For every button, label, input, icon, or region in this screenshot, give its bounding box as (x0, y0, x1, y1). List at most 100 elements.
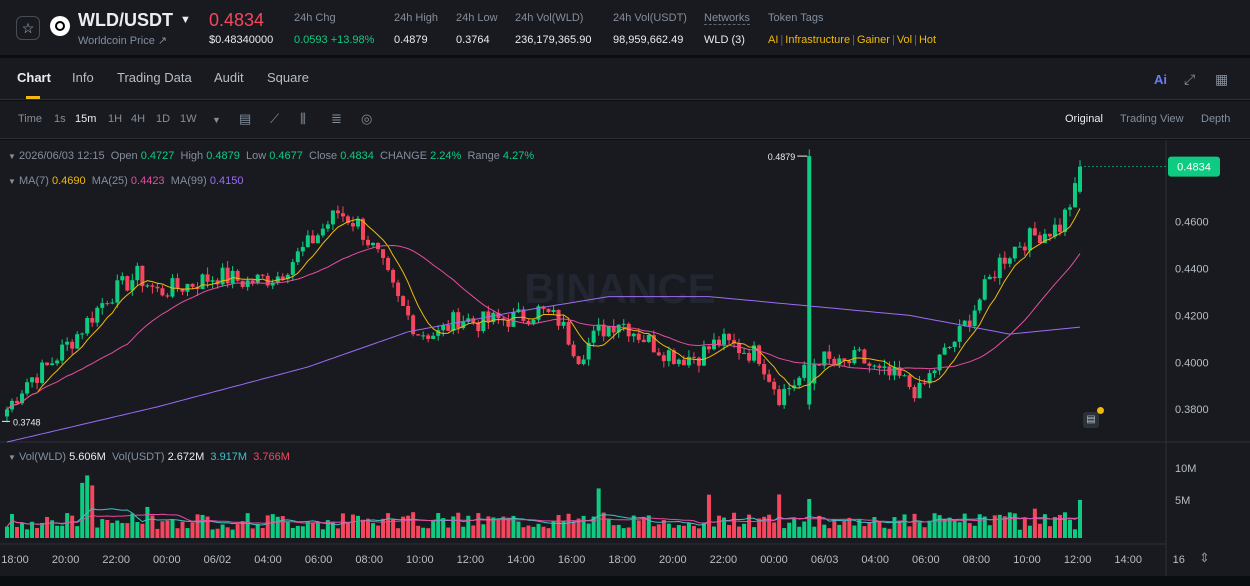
line-chart-icon[interactable]: ⟋ (270, 111, 280, 126)
symbol-title[interactable]: WLD/USDT (78, 10, 173, 30)
candle-body (155, 286, 160, 289)
candle-body (611, 326, 616, 333)
candle-body (762, 364, 767, 375)
candle-body (355, 218, 360, 227)
layout-grid-icon[interactable]: ▦ (1215, 71, 1229, 87)
candle-body (100, 303, 105, 308)
timeframe-15m[interactable]: 15m (75, 113, 97, 125)
timeframe-1w[interactable]: 1W (180, 113, 197, 125)
volume-bar (842, 521, 847, 538)
tag-hot[interactable]: Hot (918, 34, 937, 46)
timeframe-1s[interactable]: 1s (54, 113, 66, 125)
candle-body (386, 257, 391, 271)
volume-bar (330, 522, 335, 538)
candle-body (295, 251, 300, 263)
volume-ma-line (6, 508, 1081, 528)
chart-settings-icon[interactable]: ◎ (361, 111, 373, 126)
collapse-icon[interactable]: ▼ (8, 177, 16, 186)
candle-body (977, 299, 982, 311)
timeframe-1d[interactable]: 1D (156, 113, 171, 125)
tab-trading-data[interactable]: Trading Data (117, 70, 192, 85)
timeframe-time[interactable]: Time (18, 113, 43, 125)
volume-bar (270, 514, 275, 538)
volume-bar (902, 514, 907, 538)
chevron-down-icon[interactable]: ▼ (180, 14, 191, 26)
volume-bar (45, 516, 50, 538)
candle-body (1052, 224, 1057, 237)
ai-button[interactable]: Ai (1154, 72, 1167, 87)
candle-body (676, 359, 681, 364)
volume-bar (205, 516, 210, 538)
volume-bar (366, 518, 371, 538)
tab-square[interactable]: Square (267, 70, 309, 85)
stat-value-networks[interactable]: WLD (3) (704, 34, 745, 46)
candle-type-icon[interactable]: ⫼ (300, 111, 306, 126)
candle-body (441, 325, 446, 331)
volume-bar (536, 523, 541, 538)
scale-adjust-icon[interactable]: ⇕ (1199, 550, 1210, 565)
collapse-icon[interactable]: ▼ (8, 152, 16, 161)
tab-info[interactable]: Info (72, 70, 94, 85)
volume-bar (1012, 513, 1017, 538)
candle-body (360, 218, 365, 240)
volume-bar (185, 528, 190, 538)
view-original[interactable]: Original (1065, 113, 1103, 125)
volume-bar (506, 517, 511, 538)
candle-body (496, 312, 501, 319)
tab-audit[interactable]: Audit (214, 70, 244, 85)
expand-icon[interactable]: ⤢ (1184, 71, 1196, 87)
volume-bar (360, 519, 365, 538)
favorite-star-icon[interactable]: ☆ (16, 16, 40, 40)
volume-bar (631, 515, 636, 538)
vol-ma-value-a: 3.917M (210, 451, 248, 463)
collapse-icon[interactable]: ▼ (8, 453, 16, 462)
candle-body (646, 335, 651, 342)
candle-body (110, 302, 115, 304)
stat-label-networks[interactable]: Networks (704, 12, 750, 25)
symbol-subtitle-link[interactable]: Worldcoin Price ↗ (78, 35, 168, 47)
calendar-icon[interactable]: ▤ (239, 111, 252, 126)
candle-body (170, 278, 175, 297)
candle-body (546, 308, 551, 312)
volume-bar (681, 525, 686, 538)
tag-ai[interactable]: AI (768, 34, 779, 46)
volume-bar (315, 521, 320, 538)
timeframe-4h[interactable]: 4H (131, 113, 146, 125)
volume-bar (892, 517, 897, 538)
tag-infrastructure[interactable]: Infrastructure (785, 34, 851, 46)
candle-body (857, 349, 862, 351)
candle-body (887, 366, 892, 376)
volume-bar (747, 514, 752, 538)
volume-bar (982, 516, 987, 538)
candle-body (40, 362, 45, 383)
change-value: 2.24% (430, 150, 462, 162)
view-trading-view[interactable]: Trading View (1120, 113, 1184, 125)
candle-body (320, 228, 325, 236)
candle-body (190, 283, 195, 287)
timeframe-1h[interactable]: 1H (108, 113, 123, 125)
ma7-line (6, 208, 1081, 410)
candle-body (240, 280, 245, 287)
volume-bar (225, 527, 230, 538)
volume-bar (105, 520, 110, 538)
candlestick-chart[interactable]: BINANCE 0.4600 0.4400 0.4200 0.4000 0.3800 10… (0, 140, 1250, 576)
chart-area[interactable]: BINANCE 0.4600 0.4400 0.4200 0.4000 0.3800 10… (0, 140, 1250, 576)
candle-body (421, 335, 426, 337)
candle-body (1042, 233, 1047, 244)
view-depth[interactable]: Depth (1201, 113, 1231, 125)
volume-bar (546, 528, 551, 538)
tag-gainer[interactable]: Gainer (856, 34, 890, 46)
volume-bar (511, 515, 516, 538)
timeframe-more-chevron-icon[interactable]: ▼ (212, 115, 221, 125)
tag-vol[interactable]: Vol (896, 34, 913, 46)
candle-body (90, 317, 95, 323)
volume-bar (265, 515, 270, 538)
time-tick-label: 20:00 (52, 554, 80, 566)
volume-bar (802, 521, 807, 538)
indicator-settings-icon[interactable]: ≣ (331, 111, 342, 126)
tab-chart[interactable]: Chart (17, 70, 51, 85)
volume-bar (957, 522, 962, 538)
notes-icon[interactable]: ▤ (1083, 412, 1099, 428)
candle-body (50, 363, 55, 366)
candle-body (957, 326, 962, 342)
